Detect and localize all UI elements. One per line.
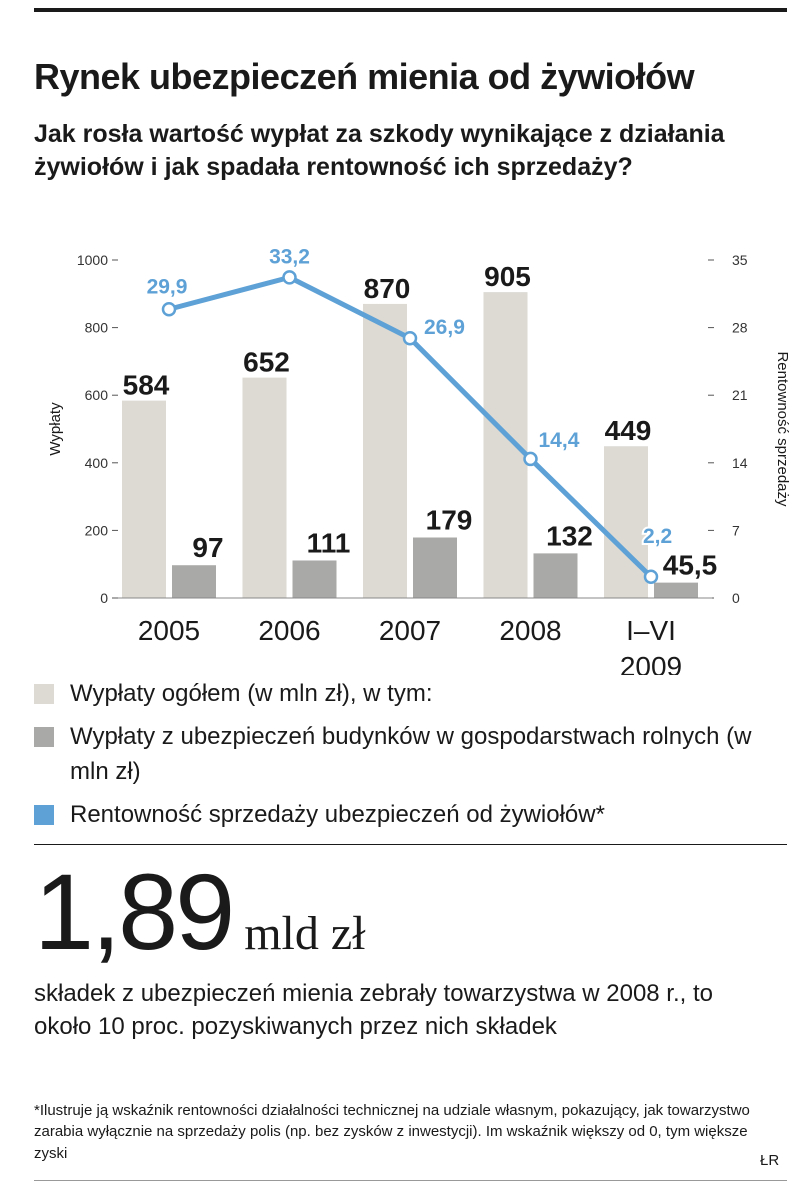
line-point-profitability [282,270,297,285]
line-label-profitability: 2,2 [643,525,672,548]
y-tick-label: 800 [85,320,109,336]
y-tick-label: 200 [85,522,109,538]
bar-label-total-payouts: 905 [484,261,531,292]
bar-label-farm-buildings: 111 [307,527,351,558]
line-point-profitability [402,330,418,346]
y2-tick-label: 7 [732,522,740,538]
highlight-unit: mld zł [244,907,366,960]
bar-total-payouts [363,303,407,598]
bar-label-total-payouts: 870 [364,273,411,304]
chart-subtitle: Jak rosła wartość wypłat za szkody wynik… [34,120,725,181]
author-initials: ŁR [760,1152,780,1169]
line-point-profitability [161,302,177,317]
y-tick-label: 1000 [77,252,108,268]
legend-item-farm-buildings: Wypłaty z ubezpieczeń budynków w gospoda… [34,719,779,789]
bar-total-payouts [483,292,528,598]
y-tick-label: 600 [85,387,109,403]
bar-label-farm-buildings: 179 [426,504,473,535]
bar-farm-buildings [654,582,698,598]
bar-total-payouts [604,446,648,598]
bar-farm-buildings [533,553,578,598]
bar-label-farm-buildings: 45,5 [663,550,718,581]
y-tick-label: 400 [85,455,109,471]
bar-label-total-payouts: 449 [605,415,652,446]
legend-swatch-profitability [34,805,54,825]
x-category-label: 2008 [499,615,561,646]
bar-label-total-payouts: 652 [243,347,290,378]
y2-tick-label: 0 [732,590,740,606]
bar-total-payouts [242,377,287,598]
line-point-profitability [643,569,659,585]
top-rule [34,8,787,12]
footnote: *Ilustruje ją wskaźnik rentowności dział… [34,1102,750,1162]
line-label-profitability: 33,2 [269,245,310,268]
x-category-label: I–VI [626,615,676,646]
highlight-text: składek z ubezpieczeń mienia zebrały tow… [34,980,713,1040]
highlight-value: 1,89 [34,851,235,972]
bar-label-farm-buildings: 132 [546,520,593,551]
bottom-rule [34,1180,787,1181]
y-tick-label: 0 [100,590,108,606]
legend-label-total-payouts: Wypłaty ogółem (w mln zł), w tym: [70,680,433,707]
bar-farm-buildings [292,560,337,598]
chart: 0 200 400 600 800 1000 0 7 14 21 28 35 Wypłaty Rentow… [47,243,791,675]
y-axis-title: Wypłaty [47,402,64,456]
legend-swatch-total-payouts [34,684,54,704]
legend-item-total-payouts: Wypłaty ogółem (w mln zł), w tym: [34,676,779,711]
legend-label-farm-buildings: Wypłaty z ubezpieczeń budynków w gospoda… [70,723,752,785]
bar-farm-buildings [172,565,216,598]
bar-label-total-payouts: 584 [123,370,170,401]
legend: Wypłaty ogółem (w mln zł), w tym: Wypłat… [34,676,779,840]
legend-swatch-farm-buildings [34,727,54,747]
legend-label-profitability: Rentowność sprzedaży ubezpieczeń od żywi… [70,801,605,828]
line-label-profitability: 26,9 [424,316,465,339]
bar-farm-buildings [413,537,457,598]
chart-title: Rynek ubezpieczeń mienia od żywiołów [34,56,695,97]
x-category-label: 2005 [138,615,200,646]
section-divider [34,844,787,845]
bar-total-payouts [122,400,166,598]
legend-item-profitability: Rentowność sprzedaży ubezpieczeń od żywi… [34,797,779,832]
line-label-profitability: 29,9 [147,275,188,298]
x-category-label: 2009 [620,651,682,675]
y2-tick-label: 28 [732,320,748,336]
y2-axis-title: Rentowność sprzedaży [774,351,791,507]
x-category-label: 2007 [379,615,441,646]
highlight-figure: 1,89 mld zł [34,858,366,966]
line-label-profitability: 14,4 [539,429,580,452]
x-category-label: 2006 [258,615,320,646]
line-point-profitability [523,451,538,467]
bar-label-farm-buildings: 97 [192,532,223,563]
y2-tick-label: 21 [732,387,748,403]
y2-tick-label: 14 [732,455,748,471]
y2-tick-label: 35 [732,252,748,268]
